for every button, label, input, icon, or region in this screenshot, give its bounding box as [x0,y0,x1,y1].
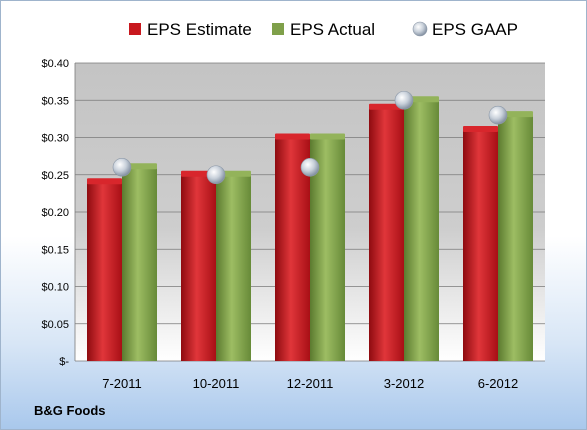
x-tick-label: 7-2011 [102,376,142,391]
y-tick-label: $0.35 [41,95,69,107]
x-tick-label: 3-2012 [384,376,424,391]
y-tick-label: $0.10 [41,282,69,294]
legend-label: EPS Actual [290,20,375,39]
y-tick-label: $0.25 [41,170,69,182]
bar-eps-estimate [463,130,498,361]
bar-eps-actual-top [310,133,345,140]
marker-eps-gaap [394,90,414,110]
bar-eps-estimate-top [369,103,404,110]
plot-area: $- $0.05 $0.10 $0.15 $0.20 $0.25 $0.30 $0.35 $0.… [41,58,545,391]
x-tick-label: 10-2011 [193,376,240,391]
y-tick-label: $0.30 [41,133,69,145]
marker-eps-gaap [300,158,320,177]
legend-swatch [129,23,141,35]
bar-eps-estimate [275,137,310,361]
bar-eps-actual [216,174,251,361]
bar-eps-estimate-top [275,133,310,140]
y-tick-label: $0.05 [41,319,69,331]
marker-eps-gaap [488,105,508,125]
legend-label: EPS Estimate [147,20,252,39]
bar-eps-actual [122,167,157,361]
legend-swatch [412,21,428,37]
bar-eps-estimate-top [87,178,122,185]
bar-eps-actual [310,137,345,361]
bar-eps-estimate [369,107,404,361]
legend: EPS Estimate EPS Actual EPS GAAP [129,20,518,39]
y-tick-label: $- [59,356,69,368]
bar-eps-estimate-top [463,126,498,133]
x-tick-label: 6-2012 [478,376,518,391]
marker-eps-gaap [206,165,226,185]
y-tick-label: $0.15 [41,244,69,256]
y-tick-label: $0.20 [41,207,69,219]
bar-eps-actual [404,100,439,361]
company-name: B&G Foods [34,403,106,418]
marker-eps-gaap [112,158,132,177]
legend-swatch [272,23,284,35]
bar-eps-estimate [87,182,122,361]
y-tick-label: $0.40 [41,58,69,70]
bar-eps-actual [498,115,533,362]
legend-label: EPS GAAP [432,20,518,39]
x-tick-label: 12-2011 [287,376,334,391]
bar-eps-estimate [181,174,216,361]
